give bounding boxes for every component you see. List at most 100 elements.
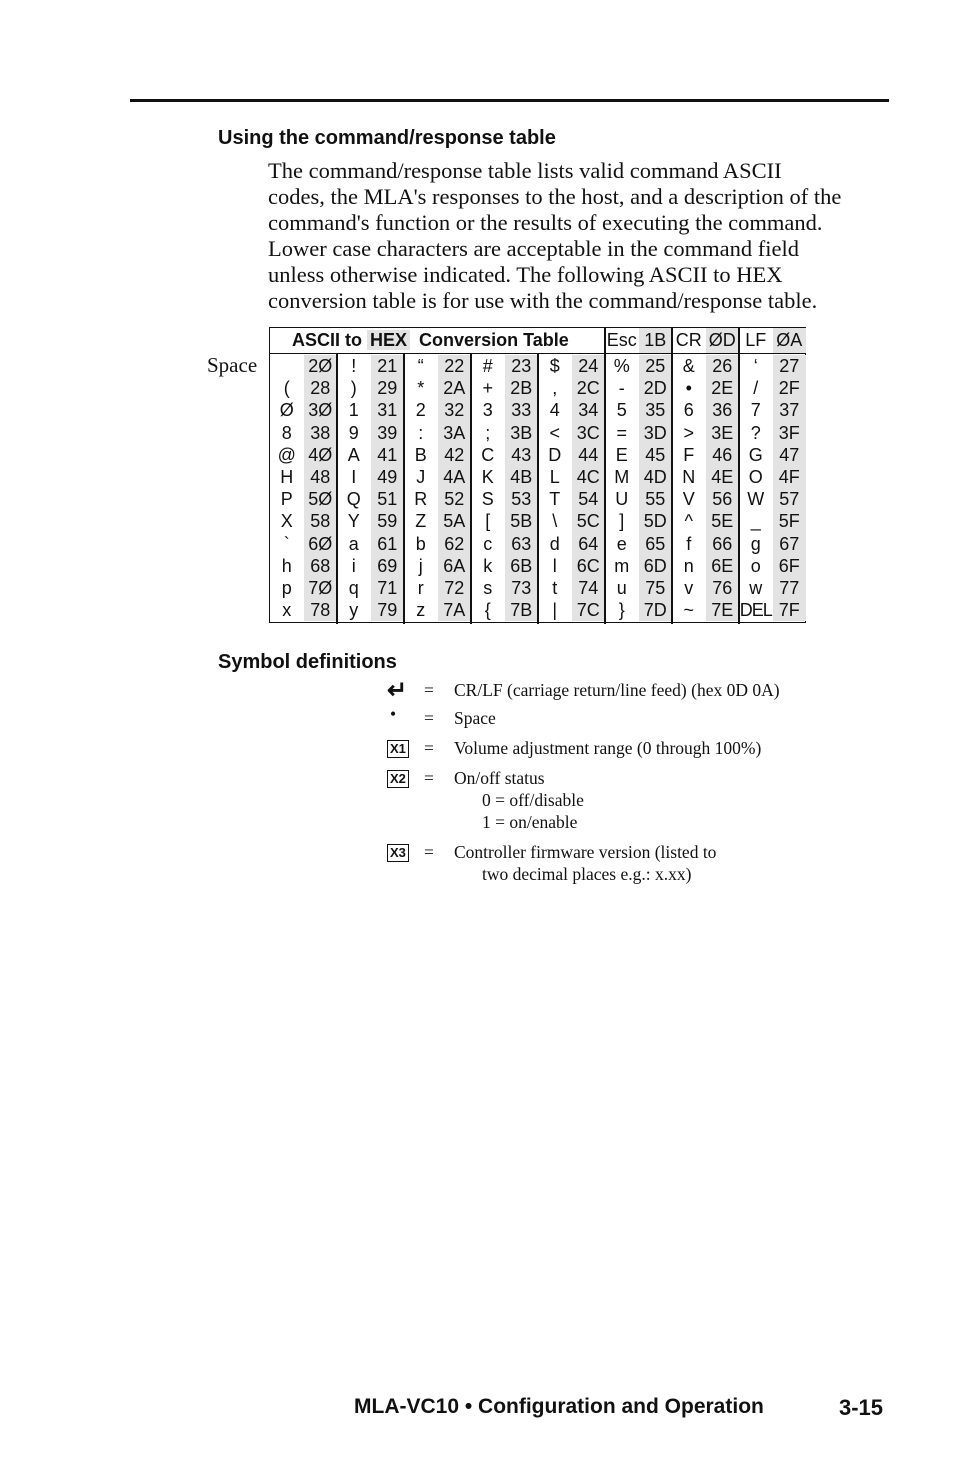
x2-box-icon: X2	[387, 770, 409, 788]
ascii-char: z	[416, 600, 426, 621]
hex-code: 2A	[437, 377, 471, 400]
ascii-char: /	[753, 378, 759, 399]
hex-code: 2B	[504, 377, 538, 400]
hex-code: 5E	[705, 510, 739, 533]
ascii-char: r	[417, 578, 424, 598]
hex-code: 6F	[772, 554, 806, 577]
hex-code: 21	[370, 355, 404, 378]
ascii-char	[270, 355, 304, 377]
hex-code: 7E	[705, 599, 739, 622]
ascii-char: 6	[683, 400, 694, 421]
hex-code: 3C	[571, 421, 605, 444]
x3-box-icon: X3	[387, 844, 409, 862]
hex-code: 31	[370, 399, 404, 422]
ascii-char: 3	[482, 400, 493, 421]
ascii-char: {	[484, 600, 491, 621]
hex-code: 77	[772, 577, 806, 600]
column-divider	[470, 354, 472, 624]
hex-code: 59	[370, 510, 404, 533]
table-title-hex: HEX	[367, 330, 411, 350]
hex-code: 3E	[705, 421, 739, 444]
ascii-char: Q	[346, 489, 361, 510]
hex-code: 4Ø	[303, 443, 337, 466]
hex-code: 2D	[638, 377, 672, 400]
ascii-char: }	[618, 600, 625, 621]
ascii-char: M	[614, 467, 630, 487]
ascii-char: 8	[281, 422, 292, 443]
ascii-char: h	[281, 555, 292, 576]
hex-code: 6D	[638, 554, 672, 577]
symbol-definition-subtext: two decimal places e.g.: x.xx)	[482, 864, 692, 884]
hex-code: 7D	[638, 599, 672, 622]
hex-code: 7B	[504, 599, 538, 622]
ascii-char: 7	[750, 400, 761, 421]
hex-code: 5D	[638, 510, 672, 533]
ascii-char: (	[283, 378, 290, 399]
ascii-char: w	[749, 578, 763, 598]
hex-code: 76	[705, 577, 739, 600]
hex-code: 4C	[571, 466, 605, 489]
hex-code: 4E	[705, 466, 739, 489]
hex-code: 32	[437, 399, 471, 422]
ascii-char: p	[281, 578, 292, 598]
ascii-char: x	[282, 600, 292, 621]
hex-code: 5A	[437, 510, 471, 533]
return-arrow-icon: ↵	[387, 678, 408, 704]
hex-code: 68	[303, 554, 337, 577]
hex-code: 66	[705, 532, 739, 555]
ascii-char: Z	[415, 511, 427, 532]
ascii-char: k	[483, 555, 493, 576]
ascii-char: y	[349, 600, 359, 621]
symbol-definition-text: CR/LF (carriage return/line feed) (hex 0…	[454, 680, 780, 700]
hex-code: 45	[638, 443, 672, 466]
ascii-char: j	[418, 555, 423, 576]
hex-code: 42	[437, 443, 471, 466]
hex-code: 6E	[705, 554, 739, 577]
ascii-char: :	[418, 422, 424, 443]
table-title-part2: Conversion Table	[419, 330, 569, 350]
header-ascii-char: LF	[739, 328, 773, 354]
ascii-char: u	[616, 578, 627, 598]
column-divider	[671, 328, 673, 624]
ascii-char: ,	[552, 378, 558, 399]
hex-code: 64	[571, 532, 605, 555]
ascii-char: J	[416, 467, 426, 487]
ascii-char: v	[684, 578, 694, 598]
hex-code: 3A	[437, 421, 471, 444]
paragraph-line: The command/response table lists valid c…	[268, 158, 782, 183]
ascii-char: C	[481, 444, 495, 465]
hex-code: 41	[370, 443, 404, 466]
hex-code: 2E	[705, 377, 739, 400]
section-heading-symbols: Symbol definitions	[218, 651, 397, 673]
ascii-char: $	[549, 356, 560, 376]
ascii-char: =	[616, 422, 627, 443]
hex-code: 44	[571, 443, 605, 466]
ascii-char: \	[552, 511, 558, 532]
hex-code: 4B	[504, 466, 538, 489]
symbol-definition-text: Controller firmware version (listed to	[454, 842, 717, 862]
ascii-char: ]	[619, 511, 625, 532]
hex-code: 6C	[571, 554, 605, 577]
ascii-char: ;	[485, 422, 491, 443]
header-hex-code: 1B	[638, 328, 672, 354]
ascii-char: b	[415, 533, 426, 554]
section-heading-command-response: Using the command/response table	[218, 127, 556, 149]
hex-code: 65	[638, 532, 672, 555]
hex-code: 5Ø	[303, 488, 337, 511]
header-ascii-char: Esc	[605, 328, 639, 354]
ascii-hex-table: ASCII to HEX Conversion Table Esc 1B CR ØD L…	[269, 327, 806, 624]
ascii-char: c	[483, 533, 493, 554]
hex-code: 48	[303, 466, 337, 489]
hex-code: 55	[638, 488, 672, 511]
ascii-char: ?	[750, 422, 761, 443]
hex-code: 52	[437, 488, 471, 511]
hex-code: 4F	[772, 466, 806, 489]
ascii-char: !	[351, 356, 357, 376]
equals-sign: =	[424, 738, 434, 758]
ascii-char: E	[615, 444, 628, 465]
hex-code: 47	[772, 443, 806, 466]
ascii-char: 5	[616, 400, 627, 421]
ascii-char: <	[549, 422, 560, 443]
equals-sign: =	[424, 842, 434, 862]
hex-code: 78	[303, 599, 337, 622]
